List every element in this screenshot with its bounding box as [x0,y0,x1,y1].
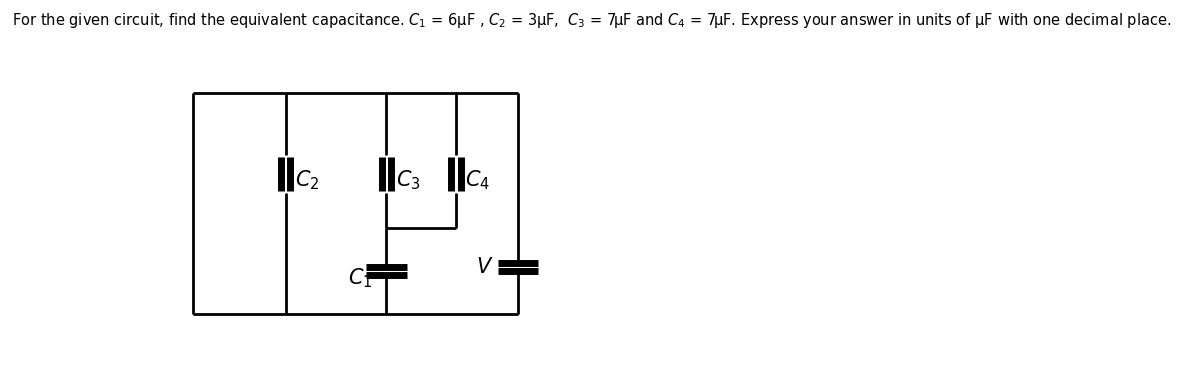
Text: $C_1$: $C_1$ [348,267,372,290]
Text: For the given circuit, find the equivalent capacitance. $C_1$ = 6µF , $C_2$ = 3µ: For the given circuit, find the equivale… [12,11,1171,30]
Text: $C_4$: $C_4$ [466,168,491,192]
Text: $C_3$: $C_3$ [396,168,420,192]
Text: $C_2$: $C_2$ [295,168,319,192]
Text: $V$: $V$ [475,257,493,277]
